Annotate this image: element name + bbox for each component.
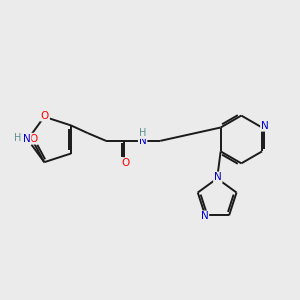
Text: N: N [261,121,269,131]
Text: N: N [139,136,146,146]
Text: N: N [201,212,208,221]
Text: O: O [29,134,38,144]
Text: H: H [139,128,146,138]
Text: N: N [214,172,222,182]
Text: O: O [41,111,49,121]
Text: H: H [14,133,21,143]
Text: O: O [121,158,129,168]
Text: N: N [23,134,31,145]
